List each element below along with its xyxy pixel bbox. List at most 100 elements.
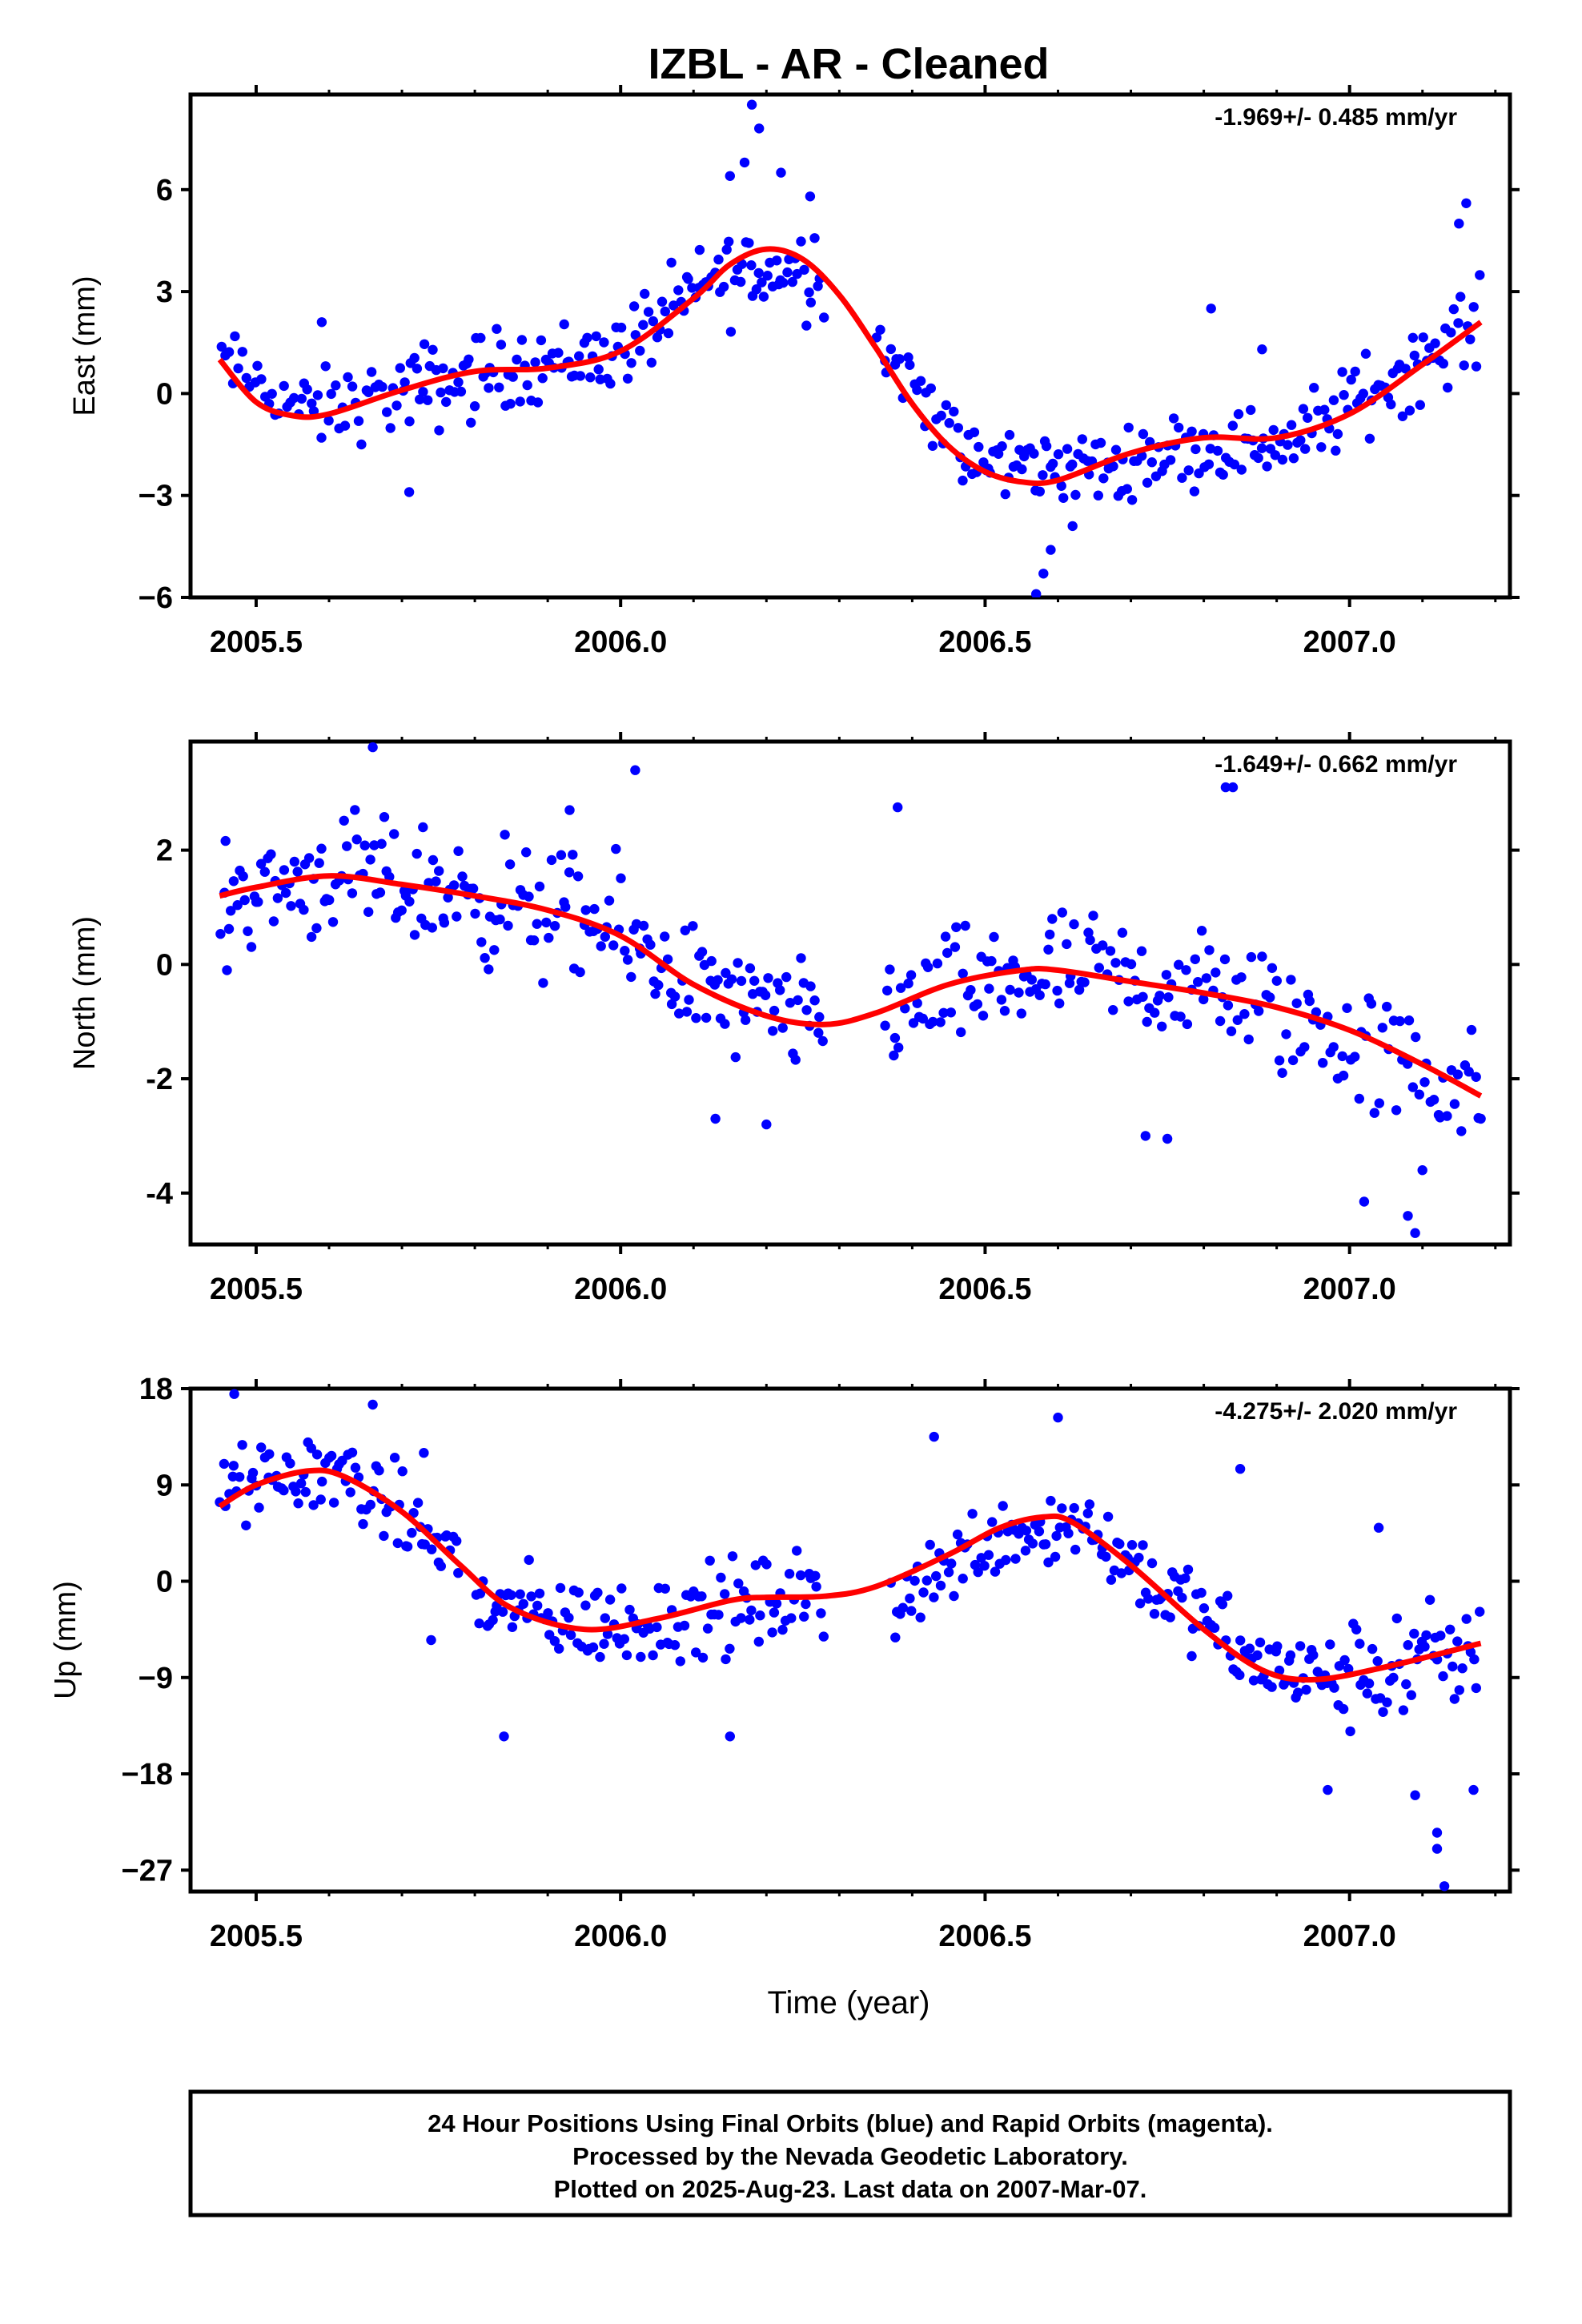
panel-north-data-point [1220,782,1231,793]
panel-north-data-point [912,998,922,1008]
panel-north-data-point [1138,991,1148,1003]
panel-east-data-point [1056,480,1066,491]
panel-east-data-point [1046,545,1056,555]
panel-north-data-point [1045,929,1055,940]
panel-east-data-point [903,352,913,363]
panel-up-data-point [929,1431,939,1442]
panel-east-x-tick-label: 2006.0 [574,625,667,659]
panel-north-data-point [1417,1165,1427,1176]
panel-up-data-point [1452,1636,1463,1647]
panel-up-data-point [745,1614,755,1625]
panel-north-data-point [938,1007,949,1019]
panel-east-data-point [494,382,504,392]
panel-north-data-point [280,887,291,899]
panel-east-data-point [605,378,616,389]
panel-up-data-point [1126,1540,1138,1550]
panel-east-data-point [1142,477,1153,488]
panel-up-data-point [1475,1606,1485,1617]
footer-line-3: Plotted on 2025-Aug-23. Last data on 200… [554,2175,1147,2203]
panel-north-data-point [796,953,806,963]
panel-north-data-point [645,939,656,950]
panel-north-data-point [589,903,600,915]
panel-north-data-point [1201,973,1212,983]
panel-up-data-point [1027,1538,1038,1549]
panel-east-data-point [1400,364,1411,374]
panel-up-data-point [652,1622,662,1633]
panel-north-data-point [1411,1031,1421,1043]
panel-up-data-point [1351,1624,1362,1635]
panel-up-data-point [311,1449,323,1460]
panel-north-data-point [940,931,951,942]
panel-north-x-tick-label: 2006.0 [574,1273,667,1306]
panel-up-data-point [761,1559,772,1570]
panel-east-y-axis-label: East (mm) [68,275,102,416]
panel-up-data-point [1431,1844,1443,1854]
panel-north-data-point [1403,1059,1413,1069]
panel-east-data-point [905,360,915,370]
panel-north-data-point [1088,911,1098,921]
panel-up-data-point [713,1610,724,1620]
panel-east-data-point [646,357,656,368]
panel-north-data-point [893,1042,904,1053]
panel-north-data-point [580,905,591,915]
panel-east-data-point [1339,390,1349,400]
panel-up-data-point [228,1461,239,1471]
panel-north-x-tick-label: 2006.5 [938,1273,1031,1306]
panel-north-data-point [266,849,276,859]
panel-up-y-axis-label: Up (mm) [49,1581,82,1699]
panel-up-data-point [507,1622,518,1633]
panel-north-data-point [541,917,552,928]
panel-up-data-point [241,1520,251,1531]
panel-north-data-point [1304,995,1315,1007]
panel-north-data-point [942,947,953,959]
panel-north-data-point [243,926,253,937]
panel-north-data-point [434,866,444,876]
panel-east-data-point [343,372,353,383]
panel-up-data-point [697,1652,709,1663]
panel-east-data-point [1253,452,1263,464]
panel-north-data-point [476,937,487,947]
panel-east-data-point [875,324,885,335]
panel-north-y-axis-label: North (mm) [68,916,102,1070]
panel-up-data-point [293,1498,303,1509]
panel-up-data-point [767,1627,777,1638]
panel-north-data-point [1236,972,1247,983]
panel-east-data-point [1077,434,1088,444]
panel-north-data-point [769,1005,780,1016]
panel-east-data-point [666,257,677,268]
panel-north-data-point [935,1017,946,1027]
panel-north-data-point [1123,996,1134,1007]
panel-north-data-point [303,853,315,863]
panel-east-data-point [818,312,829,323]
panel-east-data-point [1031,589,1042,597]
panel-up-data-point [1471,1683,1482,1694]
panel-east-data-point [885,344,897,355]
panel-east-data-point [466,417,476,428]
panel-east-data-point [630,330,640,340]
panel-up-data-point [402,1542,413,1552]
panel-north-data-point [956,1027,966,1038]
panel-north-data-point [468,883,479,894]
panel-up-data-point [979,1561,990,1571]
panel-north-data-point [484,964,494,975]
panel-east-data-point [241,372,251,384]
panel-east-data-point [1098,473,1109,484]
panel-east-fit-curve [217,246,1483,487]
panel-up-data-point [1325,1639,1335,1650]
panel-east-data-point [1123,422,1134,433]
panel-north-data-point [669,991,681,1002]
panel-up-data-point [967,1509,978,1519]
panel-east-data-point [1174,422,1184,433]
panel-up-y-tick-label: 0 [156,1566,173,1599]
panel-up-data-point [1084,1499,1095,1510]
panel-east-data-point [320,361,331,372]
panel-north-data-point [966,985,976,995]
panel-up-data-point [697,1591,707,1602]
panel-up-data-point [285,1458,295,1469]
panel-north-data-point [684,995,694,1005]
panel-up-data-point [921,1575,933,1586]
panel-north-data-point [1182,1019,1193,1030]
panel-up-data-point [890,1632,901,1642]
panel-north-data-point [984,983,994,994]
panel-east-data-layer [216,99,1485,597]
